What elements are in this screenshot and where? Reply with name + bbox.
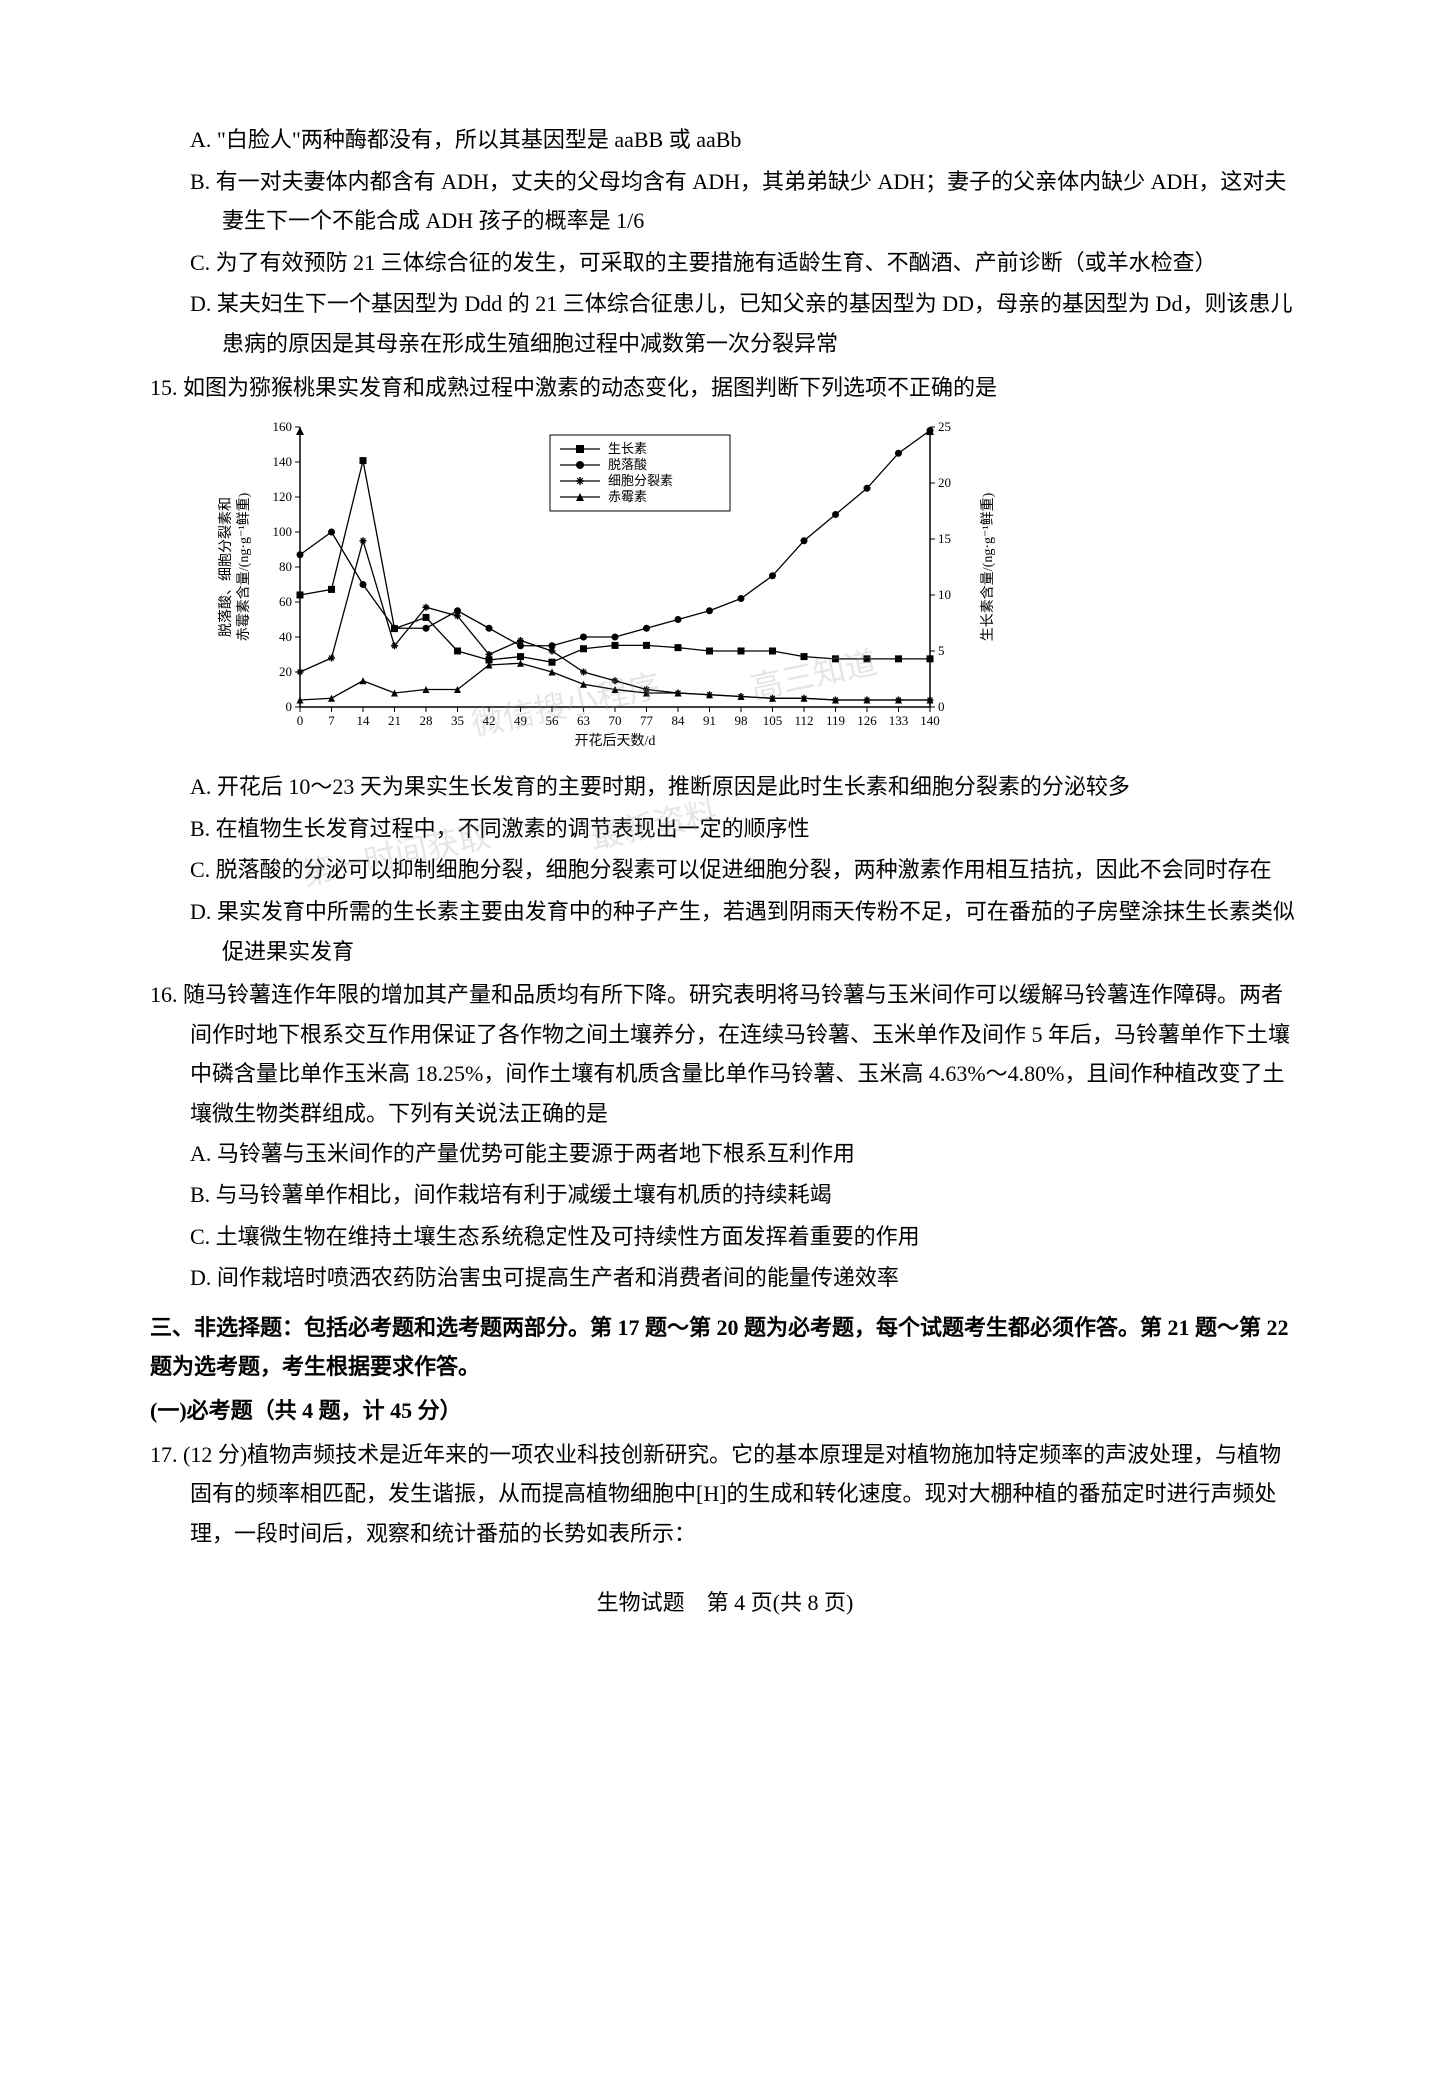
q14-opt-a: A. "白脸人"两种酶都没有，所以其基因型是 aaBB 或 aaBb [150, 120, 1300, 160]
q15-stem: 15. 如图为猕猴桃果实发育和成熟过程中激素的动态变化，据图判断下列选项不正确的… [150, 368, 1300, 408]
svg-text:28: 28 [420, 713, 433, 728]
svg-text:脱落酸: 脱落酸 [608, 457, 647, 472]
svg-text:120: 120 [273, 489, 293, 504]
svg-text:0: 0 [297, 713, 304, 728]
svg-text:49: 49 [514, 713, 527, 728]
svg-text:25: 25 [938, 419, 951, 434]
q14-opt-c: C. 为了有效预防 21 三体综合征的发生，可采取的主要措施有适龄生育、不酗酒、… [150, 243, 1300, 283]
svg-text:15: 15 [938, 531, 951, 546]
q16-opt-b: B. 与马铃薯单作相比，间作栽培有利于减缓土壤有机质的持续耗竭 [150, 1175, 1300, 1215]
svg-text:84: 84 [672, 713, 686, 728]
svg-text:10: 10 [938, 587, 951, 602]
svg-text:63: 63 [577, 713, 590, 728]
svg-text:赤霉素含量/(ng·g⁻¹鲜重): 赤霉素含量/(ng·g⁻¹鲜重) [236, 493, 252, 642]
svg-text:80: 80 [279, 559, 292, 574]
svg-text:开花后天数/d: 开花后天数/d [575, 733, 656, 749]
svg-text:7: 7 [328, 713, 335, 728]
page-footer: 生物试题 第 4 页(共 8 页) [150, 1583, 1300, 1623]
svg-text:160: 160 [273, 419, 293, 434]
svg-text:119: 119 [826, 713, 845, 728]
svg-text:生长素含量/(ng·g⁻¹鲜重): 生长素含量/(ng·g⁻¹鲜重) [980, 493, 996, 642]
svg-text:112: 112 [794, 713, 813, 728]
svg-text:105: 105 [763, 713, 783, 728]
svg-text:赤霉素: 赤霉素 [608, 489, 647, 504]
svg-text:133: 133 [889, 713, 909, 728]
svg-text:21: 21 [388, 713, 401, 728]
subsection-1: (一)必考题（共 4 题，计 45 分） [150, 1391, 1300, 1431]
svg-text:91: 91 [703, 713, 716, 728]
q16-opt-d: D. 间作栽培时喷洒农药防治害虫可提高生产者和消费者间的能量传递效率 [150, 1258, 1300, 1298]
q14-opt-b: B. 有一对夫妻体内都含有 ADH，丈夫的父母均含有 ADH，其弟弟缺少 ADH… [150, 162, 1300, 241]
q15-opt-c: C. 脱落酸的分泌可以抑制细胞分裂，细胞分裂素可以促进细胞分裂，两种激素作用相互… [150, 850, 1300, 890]
svg-text:14: 14 [357, 713, 371, 728]
svg-text:脱落酸、细胞分裂素和: 脱落酸、细胞分裂素和 [218, 497, 234, 637]
hormone-chart: 0714212835424956637077849198105112119126… [210, 417, 1010, 757]
q16-opt-a: A. 马铃薯与玉米间作的产量优势可能主要源于两者地下根系互利作用 [150, 1134, 1300, 1174]
svg-text:20: 20 [279, 664, 292, 679]
svg-text:56: 56 [546, 713, 560, 728]
svg-text:42: 42 [483, 713, 496, 728]
svg-text:35: 35 [451, 713, 464, 728]
q16-stem: 16. 随马铃薯连作年限的增加其产量和品质均有所下降。研究表明将马铃薯与玉米间作… [150, 975, 1300, 1133]
svg-text:70: 70 [609, 713, 622, 728]
svg-text:0: 0 [286, 699, 293, 714]
q15-opt-a: A. 开花后 10～23 天为果实生长发育的主要时期，推断原因是此时生长素和细胞… [150, 767, 1300, 807]
svg-text:100: 100 [273, 524, 293, 539]
section-3-header: 三、非选择题：包括必考题和选考题两部分。第 17 题～第 20 题为必考题，每个… [150, 1308, 1300, 1387]
q15-opt-d: D. 果实发育中所需的生长素主要由发育中的种子产生，若遇到阴雨天传粉不足，可在番… [150, 892, 1300, 971]
svg-text:60: 60 [279, 594, 292, 609]
chart-svg: 0714212835424956637077849198105112119126… [210, 417, 1010, 757]
q15-opt-b: B. 在植物生长发育过程中，不同激素的调节表现出一定的顺序性 [150, 809, 1300, 849]
svg-text:77: 77 [640, 713, 654, 728]
q17-stem: 17. (12 分)植物声频技术是近年来的一项农业科技创新研究。它的基本原理是对… [150, 1435, 1300, 1554]
svg-text:98: 98 [735, 713, 748, 728]
svg-text:0: 0 [938, 699, 945, 714]
svg-text:140: 140 [920, 713, 940, 728]
svg-text:生长素: 生长素 [608, 441, 647, 456]
svg-text:40: 40 [279, 629, 292, 644]
svg-text:5: 5 [938, 643, 945, 658]
svg-text:126: 126 [857, 713, 877, 728]
svg-text:20: 20 [938, 475, 951, 490]
svg-text:140: 140 [273, 454, 293, 469]
q14-opt-d: D. 某夫妇生下一个基因型为 Ddd 的 21 三体综合征患儿，已知父亲的基因型… [150, 284, 1300, 363]
svg-text:细胞分裂素: 细胞分裂素 [608, 473, 673, 488]
q16-opt-c: C. 土壤微生物在维持土壤生态系统稳定性及可持续性方面发挥着重要的作用 [150, 1217, 1300, 1257]
